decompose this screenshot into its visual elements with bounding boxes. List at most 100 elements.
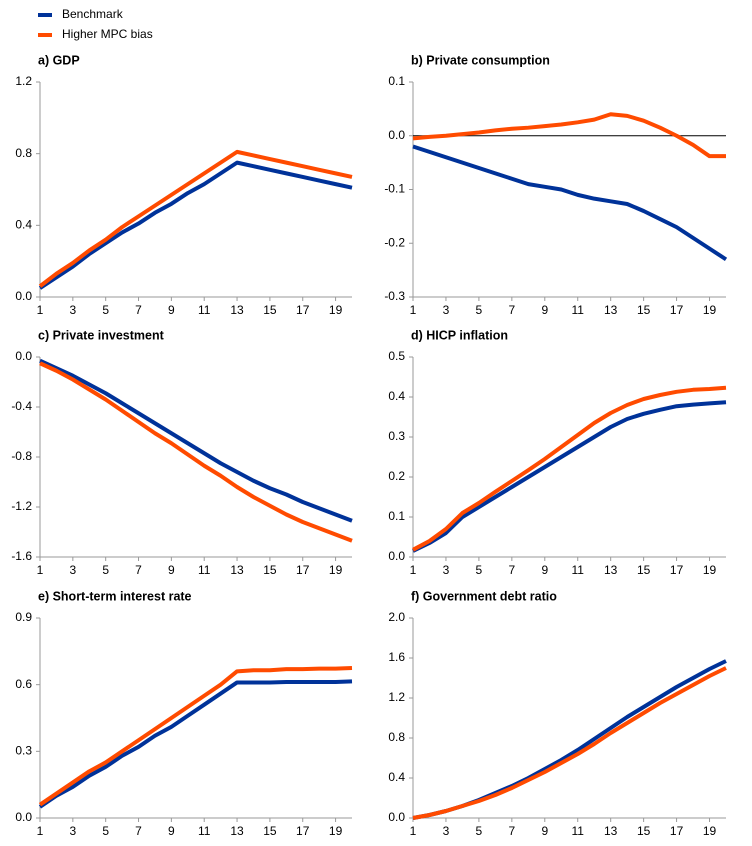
x-tick-label: 17	[296, 563, 310, 577]
x-tick-label: 9	[168, 563, 175, 577]
x-tick-label: 13	[604, 824, 618, 838]
y-tick-label: -0.8	[11, 449, 32, 463]
panel-title: b) Private consumption	[411, 53, 550, 67]
y-tick-label: 0.0	[15, 810, 32, 824]
panel-title: d) HICP inflation	[411, 328, 508, 342]
x-tick-label: 13	[230, 303, 244, 317]
x-tick-label: 17	[670, 303, 684, 317]
x-tick-label: 7	[135, 303, 142, 317]
x-tick-label: 9	[541, 303, 548, 317]
series-line	[412, 659, 727, 820]
y-tick-label: 0.0	[388, 549, 405, 563]
legend-label: Higher MPC bias	[62, 27, 153, 41]
x-tick-label: 11	[572, 303, 585, 317]
x-tick-label: 1	[37, 303, 44, 317]
x-tick-label: 19	[329, 824, 343, 838]
y-tick-label: 0.9	[15, 610, 32, 624]
series-line	[412, 112, 726, 159]
series-line	[412, 144, 728, 262]
x-tick-label: 19	[703, 824, 717, 838]
x-tick-label: 15	[263, 824, 277, 838]
x-tick-label: 13	[230, 824, 244, 838]
x-tick-label: 19	[329, 303, 343, 317]
y-tick-label: 0.1	[388, 74, 405, 88]
y-tick-label: 0.4	[388, 770, 405, 784]
y-tick-label: 0.0	[15, 349, 32, 363]
series-line	[39, 361, 353, 543]
y-tick-label: 0.3	[15, 744, 32, 758]
x-tick-label: 17	[670, 824, 684, 838]
x-tick-label: 9	[541, 563, 548, 577]
x-tick-label: 11	[198, 563, 211, 577]
y-tick-label: 0.0	[388, 128, 405, 142]
y-tick-label: -1.2	[11, 499, 32, 513]
x-tick-label: 13	[604, 563, 618, 577]
x-tick-label: 7	[508, 303, 515, 317]
y-tick-label: -0.1	[384, 182, 405, 196]
series-line	[38, 679, 353, 809]
series-line	[412, 666, 727, 820]
x-tick-label: 9	[541, 824, 548, 838]
x-tick-label: 17	[296, 824, 310, 838]
x-tick-label: 3	[69, 563, 76, 577]
x-tick-label: 15	[637, 563, 651, 577]
x-tick-label: 5	[476, 303, 483, 317]
x-tick-label: 11	[198, 824, 211, 838]
y-tick-label: 0.0	[15, 289, 32, 303]
panel-title: a) GDP	[38, 53, 80, 67]
series-line	[38, 666, 353, 807]
x-tick-label: 3	[69, 303, 76, 317]
x-tick-label: 1	[410, 824, 417, 838]
x-tick-label: 5	[476, 563, 483, 577]
x-tick-label: 5	[476, 824, 483, 838]
x-tick-label: 19	[703, 563, 717, 577]
x-tick-label: 19	[703, 303, 717, 317]
panel-title: c) Private investment	[38, 328, 165, 342]
y-tick-label: 0.1	[388, 509, 405, 523]
panel-title: f) Government debt ratio	[411, 589, 557, 603]
y-tick-label: 0.6	[15, 677, 32, 691]
legend-label: Benchmark	[62, 7, 124, 21]
x-tick-label: 15	[637, 303, 651, 317]
x-tick-label: 13	[230, 563, 244, 577]
x-tick-label: 11	[572, 563, 585, 577]
x-tick-label: 17	[296, 303, 310, 317]
x-tick-label: 3	[69, 824, 76, 838]
x-tick-label: 3	[443, 563, 450, 577]
y-tick-label: -1.6	[11, 549, 32, 563]
y-tick-label: 0.4	[388, 389, 405, 403]
series-line	[412, 385, 727, 552]
y-tick-label: -0.2	[384, 235, 405, 249]
y-tick-label: 0.0	[388, 810, 405, 824]
y-tick-label: 1.2	[15, 74, 32, 88]
x-tick-label: 7	[135, 824, 142, 838]
x-tick-label: 1	[410, 303, 417, 317]
y-tick-label: 1.2	[388, 690, 405, 704]
series-line	[38, 149, 353, 288]
x-tick-label: 13	[604, 303, 618, 317]
x-tick-label: 15	[637, 824, 651, 838]
y-tick-label: 2.0	[388, 610, 405, 624]
y-tick-label: 0.8	[388, 730, 405, 744]
x-tick-label: 17	[670, 563, 684, 577]
y-tick-label: 0.8	[15, 146, 32, 160]
y-tick-label: 0.2	[388, 469, 405, 483]
x-tick-label: 11	[572, 824, 585, 838]
x-tick-label: 19	[329, 563, 343, 577]
x-tick-label: 1	[410, 563, 417, 577]
series-line	[412, 400, 727, 553]
x-tick-label: 5	[102, 824, 109, 838]
x-tick-label: 1	[37, 563, 44, 577]
x-tick-label: 5	[102, 563, 109, 577]
x-tick-label: 7	[508, 824, 515, 838]
x-tick-label: 7	[508, 563, 515, 577]
x-tick-label: 11	[198, 303, 211, 317]
x-tick-label: 5	[102, 303, 109, 317]
y-tick-label: 0.5	[388, 349, 405, 363]
y-tick-label: -0.4	[11, 399, 32, 413]
y-tick-label: -0.3	[384, 289, 405, 303]
series-line	[39, 358, 353, 523]
x-tick-label: 7	[135, 563, 142, 577]
x-tick-label: 3	[443, 303, 450, 317]
y-tick-label: 0.4	[15, 218, 32, 232]
